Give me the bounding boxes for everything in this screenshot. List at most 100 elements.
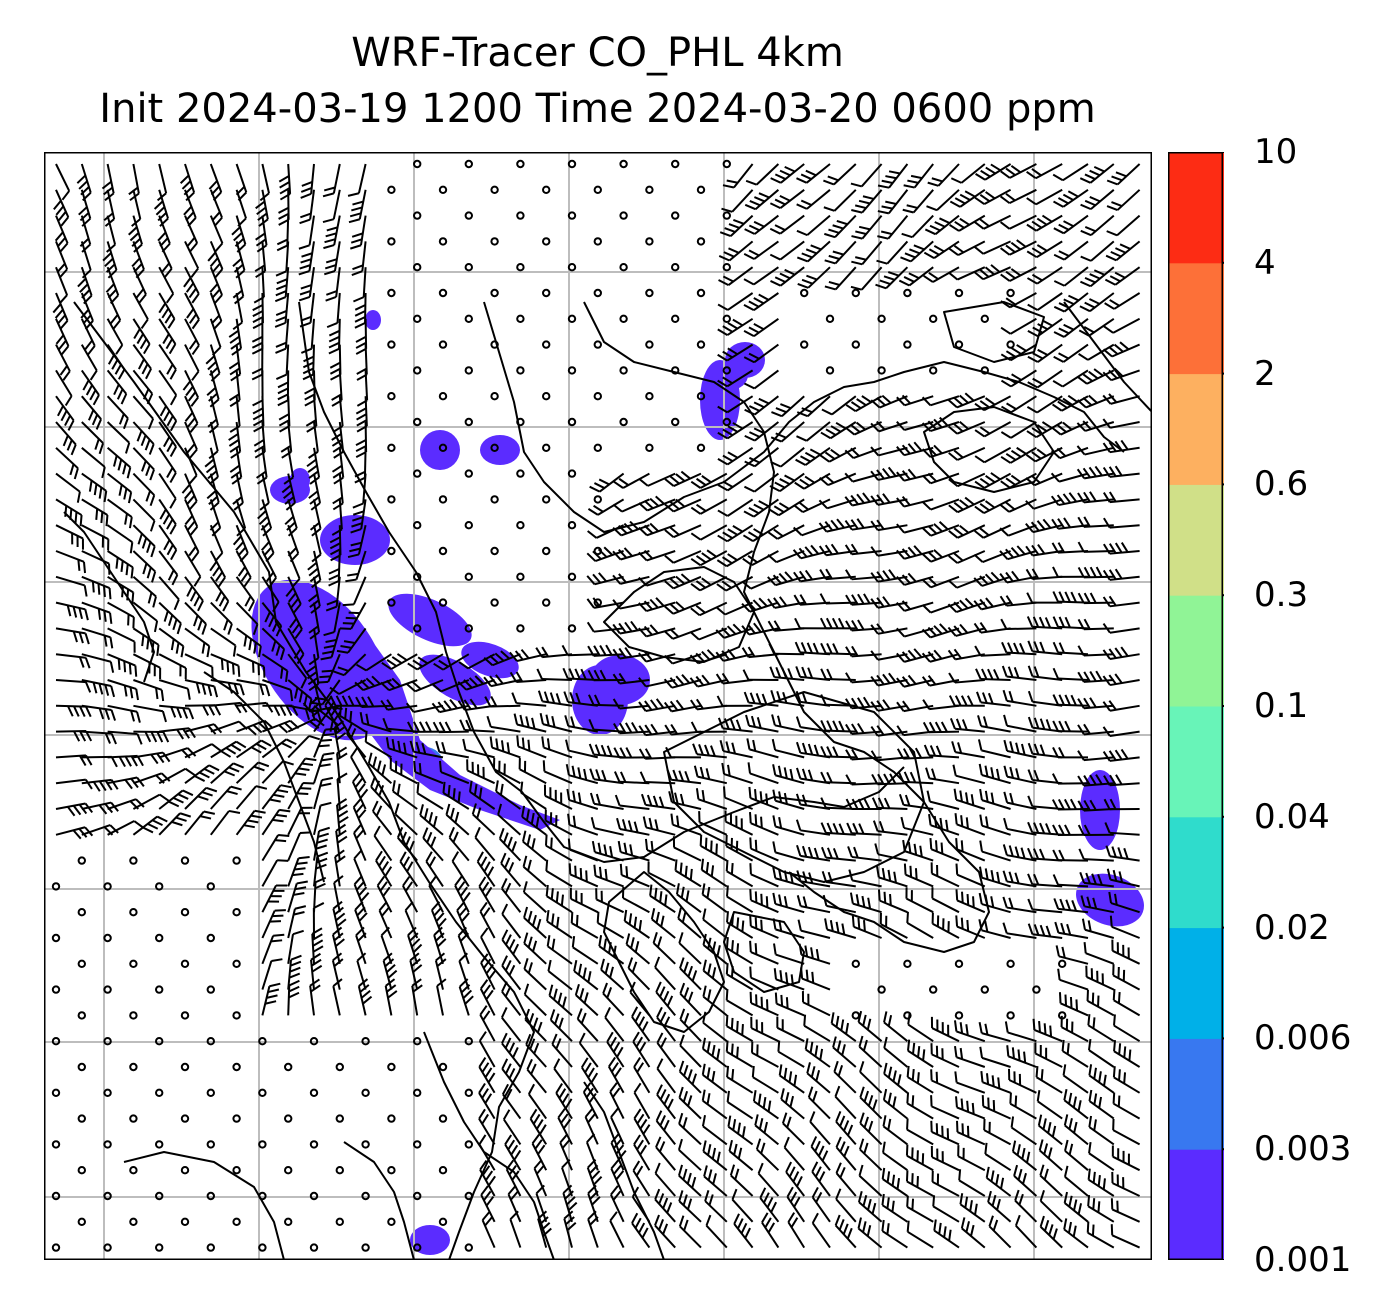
wind-barb <box>877 189 909 215</box>
wind-barb <box>236 653 266 678</box>
colorbar-segment <box>1168 1149 1224 1260</box>
wind-barb-calm <box>438 237 448 246</box>
wind-barb <box>769 214 805 235</box>
wind-barb <box>928 813 960 836</box>
wind-barb <box>106 472 133 504</box>
wind-barb-calm <box>696 443 706 452</box>
wind-barb <box>210 601 233 635</box>
wind-barb <box>652 932 676 965</box>
wind-barb-calm <box>490 185 499 194</box>
wind-barb <box>184 318 200 356</box>
wind-barb-calm <box>206 1191 216 1201</box>
wind-barb-calm <box>516 469 525 478</box>
wind-barb-calm <box>309 1037 319 1046</box>
wind-barb <box>1080 895 1114 914</box>
wind-barb <box>1105 240 1141 262</box>
wind-barb <box>870 466 908 481</box>
wind-barb <box>743 266 779 286</box>
wind-barb <box>845 619 882 632</box>
wind-barb <box>81 498 109 527</box>
wind-barb <box>690 549 728 567</box>
wind-barb <box>235 576 255 612</box>
wind-barb <box>507 1185 522 1223</box>
wind-barb-calm <box>361 1088 370 1097</box>
wind-barb <box>106 395 129 430</box>
wind-barb <box>718 240 754 262</box>
wind-barb-calm <box>645 340 654 349</box>
wind-barb <box>396 827 418 862</box>
wind-barb <box>228 344 242 382</box>
wind-barb <box>308 628 320 666</box>
wind-barb <box>411 978 423 1016</box>
wind-barb <box>373 825 393 862</box>
wind-barb-calm <box>567 159 577 169</box>
wind-barb <box>715 623 753 639</box>
wind-barb <box>768 498 805 517</box>
wind-barb <box>613 771 650 785</box>
wind-barb <box>581 1057 599 1094</box>
wind-barb <box>638 597 676 613</box>
wind-barb-calm <box>77 1114 86 1123</box>
wind-barb <box>478 1134 496 1171</box>
wind-barb <box>323 241 341 276</box>
wind-barb-calm <box>155 1243 164 1252</box>
wind-barb <box>317 653 341 684</box>
wind-barb <box>1027 690 1063 707</box>
wind-barb-calm <box>593 443 602 452</box>
wind-barb <box>106 215 117 253</box>
wind-barb-calm <box>567 624 577 633</box>
wind-barb <box>1112 1092 1141 1120</box>
wind-barb <box>678 1215 702 1249</box>
wind-barb <box>590 817 624 836</box>
wind-barb-calm <box>206 1140 216 1149</box>
wind-barb-calm <box>980 366 989 375</box>
wind-barb <box>1053 898 1089 914</box>
wind-barb <box>442 781 470 810</box>
wind-barb-calm <box>155 985 164 994</box>
wind-barb <box>285 576 302 614</box>
wind-barb <box>770 266 805 287</box>
wind-barb-calm <box>180 908 190 917</box>
wind-barb <box>717 395 754 414</box>
wind-barb-calm <box>180 1217 190 1227</box>
wind-barb <box>728 1139 754 1171</box>
wind-barb <box>81 395 103 430</box>
coastline-west-inlet <box>63 511 155 683</box>
wind-barb-calm <box>696 392 706 401</box>
wind-barb-calm <box>722 263 731 272</box>
wind-barb-calm <box>851 1011 860 1020</box>
wind-barb <box>478 1108 496 1145</box>
wind-barb <box>846 822 882 836</box>
coastline-bay <box>603 871 725 1033</box>
wind-barb <box>313 826 330 861</box>
wind-barb-calm <box>490 443 499 452</box>
wind-barb <box>81 421 105 455</box>
wind-barb <box>511 692 547 707</box>
wind-barb <box>261 982 281 1016</box>
wind-barb <box>1077 670 1114 683</box>
wind-barb <box>287 757 317 784</box>
wind-barb <box>743 369 780 390</box>
wind-barb <box>907 1013 934 1043</box>
wind-barb <box>1051 421 1089 436</box>
wind-barb <box>835 1136 857 1171</box>
coastline-panay <box>343 1141 415 1260</box>
wind-barb <box>1102 341 1140 358</box>
wind-barb <box>251 318 264 355</box>
wind-barb <box>158 344 177 380</box>
wind-barb <box>690 472 728 489</box>
wind-barb-calm <box>129 1217 138 1227</box>
wind-barb <box>287 627 305 665</box>
wind-barb-calm <box>387 1217 396 1227</box>
wind-barb <box>184 786 218 810</box>
wind-barb <box>726 1065 754 1094</box>
wind-barb <box>184 240 200 278</box>
wind-barb-calm <box>722 211 731 220</box>
wind-barb-calm <box>387 340 396 349</box>
wind-barb <box>107 754 144 768</box>
wind-barb <box>1027 898 1063 914</box>
wind-barb-calm <box>516 366 525 375</box>
wind-barb <box>750 1016 779 1043</box>
wind-barb-calm <box>232 856 241 865</box>
wind-barb-calm <box>387 237 396 246</box>
